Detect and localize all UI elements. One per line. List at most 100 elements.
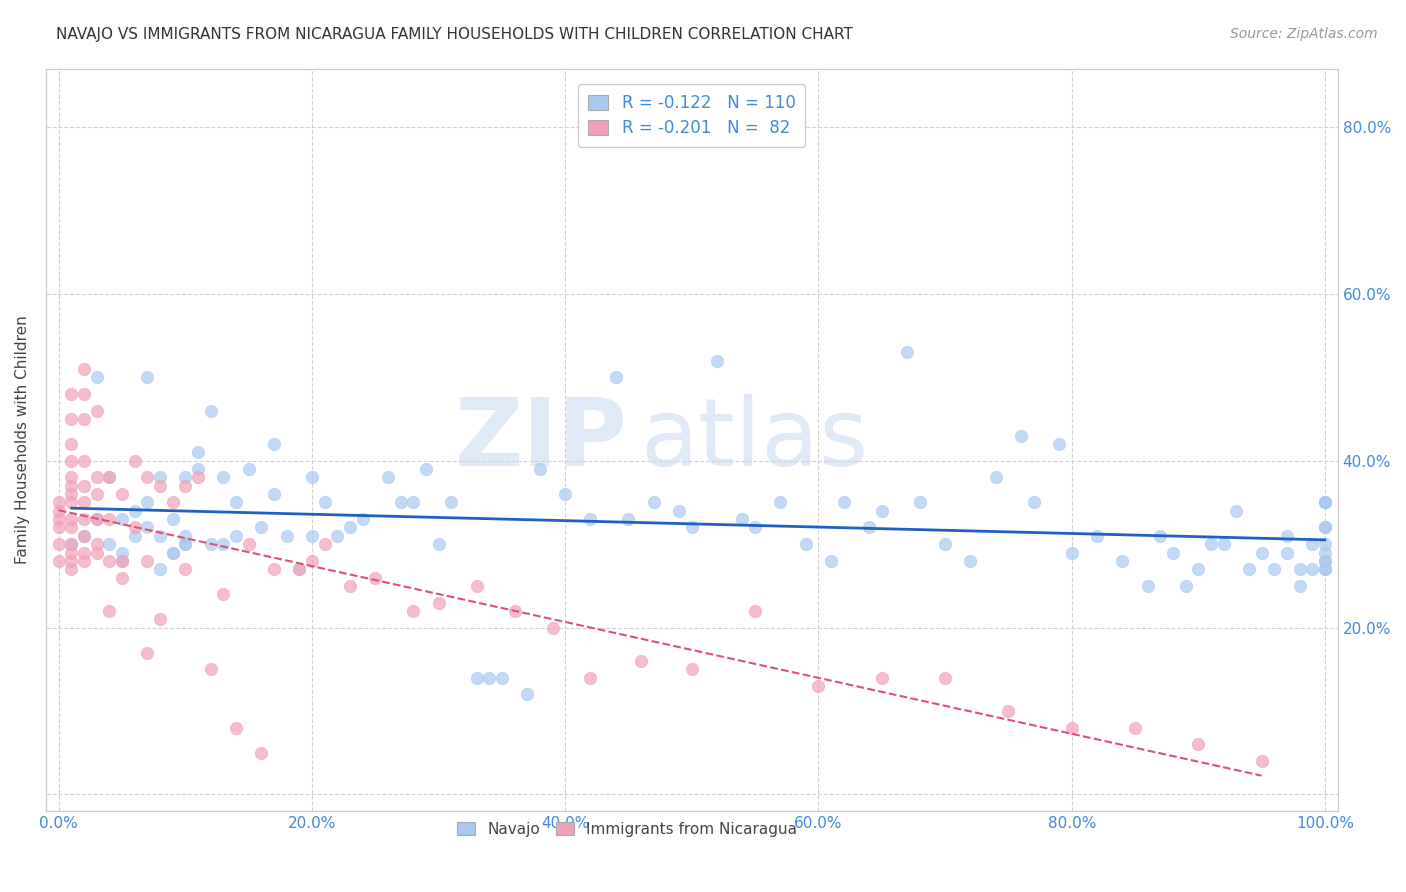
Point: [136, 520, 159, 534]
Point: [263, 562, 285, 576]
Point: [276, 529, 298, 543]
Point: [48, 537, 70, 551]
Point: [238, 462, 260, 476]
Point: [554, 487, 576, 501]
Point: [541, 621, 564, 635]
Point: [174, 562, 197, 576]
Text: Source: ZipAtlas.com: Source: ZipAtlas.com: [1230, 27, 1378, 41]
Point: [934, 537, 956, 551]
Point: [136, 470, 159, 484]
Point: [60, 520, 83, 534]
Point: [440, 495, 463, 509]
Point: [73, 453, 96, 467]
Point: [111, 487, 134, 501]
Point: [200, 662, 222, 676]
Point: [212, 587, 235, 601]
Point: [200, 537, 222, 551]
Point: [1288, 579, 1310, 593]
Point: [98, 470, 121, 484]
Point: [162, 495, 184, 509]
Point: [111, 554, 134, 568]
Point: [427, 596, 450, 610]
Point: [60, 537, 83, 551]
Point: [1288, 562, 1310, 576]
Point: [86, 370, 108, 384]
Point: [1313, 495, 1336, 509]
Point: [1313, 520, 1336, 534]
Point: [60, 554, 83, 568]
Point: [807, 679, 830, 693]
Y-axis label: Family Households with Children: Family Households with Children: [15, 316, 30, 565]
Point: [86, 537, 108, 551]
Point: [1313, 495, 1336, 509]
Point: [503, 604, 526, 618]
Point: [60, 495, 83, 509]
Point: [1174, 579, 1197, 593]
Point: [1085, 529, 1108, 543]
Point: [212, 470, 235, 484]
Point: [238, 537, 260, 551]
Point: [288, 562, 311, 576]
Point: [86, 403, 108, 417]
Point: [149, 612, 172, 626]
Point: [86, 487, 108, 501]
Point: [1301, 562, 1323, 576]
Point: [162, 545, 184, 559]
Point: [111, 570, 134, 584]
Point: [617, 512, 640, 526]
Point: [314, 537, 336, 551]
Point: [200, 403, 222, 417]
Point: [1313, 520, 1336, 534]
Point: [579, 512, 602, 526]
Point: [124, 529, 146, 543]
Point: [73, 412, 96, 426]
Point: [187, 445, 209, 459]
Point: [60, 453, 83, 467]
Point: [1313, 554, 1336, 568]
Point: [225, 495, 247, 509]
Point: [896, 345, 918, 359]
Point: [60, 437, 83, 451]
Point: [516, 687, 538, 701]
Point: [212, 537, 235, 551]
Point: [1161, 545, 1184, 559]
Point: [858, 520, 880, 534]
Point: [187, 462, 209, 476]
Point: [1060, 545, 1083, 559]
Point: [149, 562, 172, 576]
Point: [1111, 554, 1133, 568]
Point: [174, 470, 197, 484]
Point: [744, 520, 766, 534]
Point: [111, 545, 134, 559]
Point: [681, 520, 703, 534]
Point: [668, 504, 690, 518]
Point: [314, 495, 336, 509]
Point: [149, 529, 172, 543]
Point: [1060, 721, 1083, 735]
Point: [124, 520, 146, 534]
Point: [630, 654, 652, 668]
Point: [149, 479, 172, 493]
Point: [136, 646, 159, 660]
Point: [870, 671, 893, 685]
Point: [605, 370, 627, 384]
Point: [1199, 537, 1222, 551]
Point: [174, 479, 197, 493]
Point: [1313, 537, 1336, 551]
Text: ZIP: ZIP: [454, 394, 627, 486]
Point: [1250, 754, 1272, 768]
Point: [1301, 537, 1323, 551]
Point: [288, 562, 311, 576]
Point: [73, 529, 96, 543]
Point: [136, 554, 159, 568]
Point: [301, 529, 323, 543]
Point: [48, 495, 70, 509]
Point: [706, 353, 728, 368]
Point: [1010, 428, 1032, 442]
Point: [124, 453, 146, 467]
Point: [250, 746, 273, 760]
Point: [1187, 562, 1209, 576]
Point: [326, 529, 349, 543]
Point: [263, 487, 285, 501]
Point: [465, 671, 488, 685]
